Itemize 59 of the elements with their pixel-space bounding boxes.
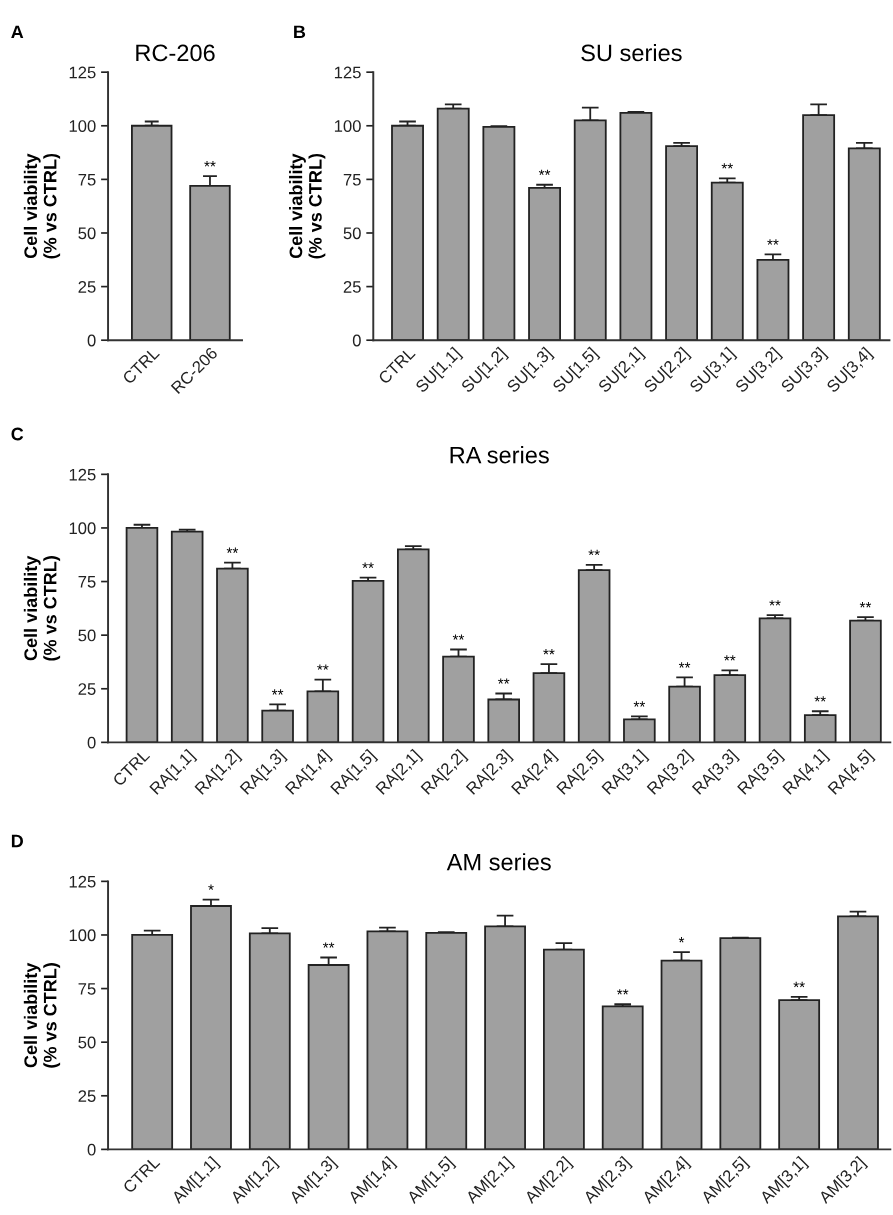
- y-tick-label: 75: [343, 173, 361, 186]
- y-tick-label: 100: [69, 522, 96, 535]
- annotation: **: [814, 696, 826, 702]
- y-tick-label: 75: [78, 576, 96, 588]
- y-tick-label: 0: [352, 334, 361, 347]
- annotation: **: [538, 169, 551, 176]
- annotation: **: [498, 678, 510, 684]
- y-tick-label: 0: [87, 1143, 96, 1156]
- text: A: [11, 25, 24, 39]
- y-tick-label: 50: [78, 629, 96, 642]
- annotation: **: [317, 664, 329, 670]
- annotation: *: [678, 937, 685, 943]
- annotation: **: [452, 634, 465, 640]
- y-tick-label: 100: [334, 120, 361, 132]
- chart-title: RA series: [450, 446, 549, 464]
- annotation: **: [633, 701, 646, 707]
- y-tick-label: 0: [87, 736, 96, 749]
- y-axis-title: Cell viability (% vs CTRL): [23, 555, 61, 661]
- annotation: **: [617, 989, 629, 995]
- y-axis-title: Cell viability (% vs CTRL): [23, 962, 61, 1068]
- y-tick-label: 25: [343, 281, 361, 293]
- y-tick-label: 75: [78, 173, 96, 186]
- annotation: **: [859, 602, 872, 608]
- chart-title: AM series: [446, 853, 551, 871]
- y-tick-label: 50: [78, 227, 96, 240]
- annotation: **: [543, 649, 555, 655]
- text: C: [11, 427, 24, 441]
- annotation: **: [724, 655, 736, 661]
- y-tick-label: 100: [69, 929, 96, 942]
- y-tick-label: 25: [78, 281, 96, 293]
- annotation: **: [793, 981, 805, 988]
- y-tick-label: 25: [78, 683, 96, 695]
- y-tick-label: 100: [69, 120, 96, 132]
- annotation: **: [678, 662, 691, 668]
- chart-title: SU series: [581, 43, 682, 62]
- annotation: **: [322, 942, 335, 948]
- y-tick-label: 125: [69, 875, 96, 888]
- annotation: **: [271, 689, 284, 695]
- y-tick-label: 75: [78, 983, 96, 995]
- y-tick-label: 125: [69, 66, 96, 79]
- text: B: [294, 25, 306, 39]
- y-axis-title: Cell viability (% vs CTRL): [289, 153, 326, 259]
- y-tick-label: 50: [343, 227, 361, 240]
- annotation: **: [588, 549, 600, 556]
- y-tick-label: 0: [87, 334, 96, 347]
- annotation: **: [767, 239, 779, 245]
- annotation: **: [769, 600, 781, 606]
- annotation: **: [721, 163, 733, 169]
- y-tick-label: 50: [78, 1036, 96, 1049]
- y-axis-title: Cell viability (% vs CTRL): [23, 153, 61, 259]
- annotation: **: [204, 161, 216, 167]
- annotation: *: [208, 884, 214, 890]
- y-tick-label: 125: [334, 66, 361, 79]
- chart-title: RC-206: [136, 44, 215, 62]
- annotation: **: [226, 547, 239, 553]
- text: D: [11, 834, 23, 848]
- y-tick-label: 125: [69, 468, 96, 481]
- y-tick-label: 25: [78, 1090, 96, 1102]
- annotation: **: [362, 562, 374, 568]
